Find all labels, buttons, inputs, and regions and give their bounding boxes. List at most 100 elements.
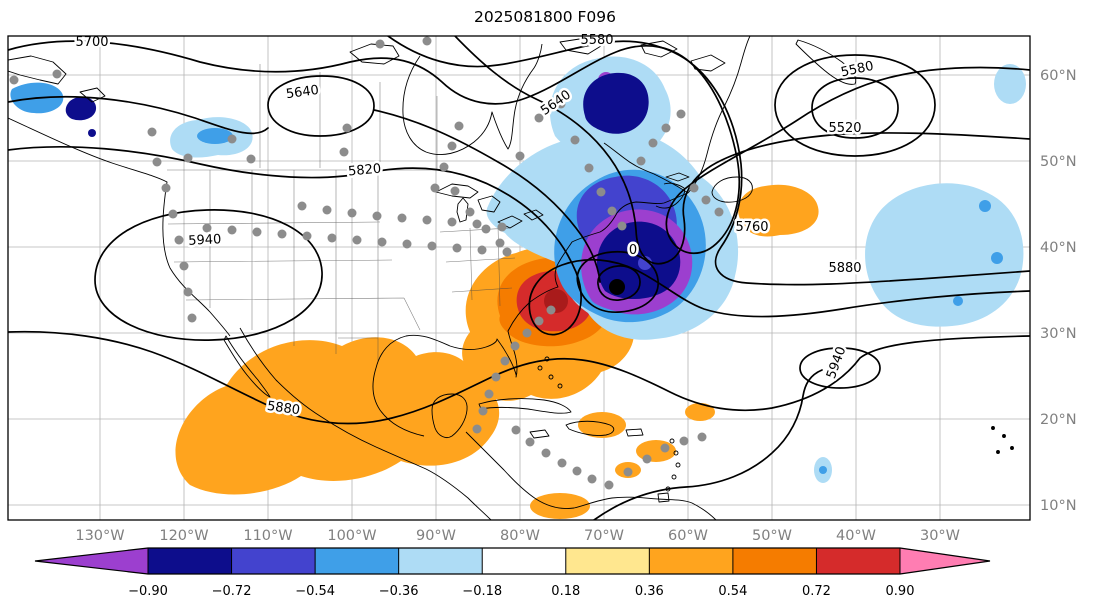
lat-tick-label: 50°N [1040, 154, 1077, 170]
contour-label: 5880 [828, 261, 861, 276]
track-point [701, 195, 711, 205]
track-point [397, 213, 407, 223]
track-point [596, 187, 606, 197]
island-speck-c [1010, 446, 1014, 450]
lat-tick-label: 60°N [1040, 68, 1077, 84]
track-point [339, 147, 349, 157]
plot-frame [7, 35, 1031, 521]
track-point [430, 183, 440, 193]
height-contour [454, 36, 1030, 265]
track-point [481, 224, 491, 234]
track-point [714, 207, 724, 217]
track-point [422, 215, 432, 225]
anomaly-fill-orange-yucatan [421, 390, 493, 453]
coastline-antilles-d [671, 474, 677, 480]
track-point [534, 316, 544, 326]
anomaly-fill-nw-corner-navy [65, 96, 97, 121]
coastline-alaska-a [8, 55, 67, 85]
height-contour [593, 369, 823, 520]
track-point [452, 243, 462, 253]
track-point [377, 237, 387, 247]
track-point [617, 221, 627, 231]
height-contour [387, 36, 1030, 286]
track-point [352, 235, 362, 245]
track-point [450, 186, 460, 196]
track-point [604, 480, 614, 490]
track-point [422, 36, 432, 46]
contour-label: 5760 [735, 220, 768, 235]
contour-label: 5940 [824, 345, 849, 381]
track-point [302, 231, 312, 241]
track-point [661, 123, 671, 133]
track-point [183, 153, 193, 163]
track-point [648, 138, 658, 148]
track-point [227, 225, 237, 235]
track-point [454, 121, 464, 131]
track-point [584, 163, 594, 173]
track-point [607, 206, 617, 216]
track-point [541, 448, 551, 458]
height-contour [774, 54, 936, 157]
colorbar-segment [816, 548, 901, 574]
coastline-yucatan [431, 393, 468, 439]
height-contour [576, 250, 659, 313]
track-point [161, 183, 171, 193]
colorbar-tick-label: −0.18 [462, 584, 502, 599]
coastline-arctic-island-c [640, 40, 678, 58]
height-contour [8, 95, 269, 135]
colorbar-outline [34, 547, 991, 575]
border-line [167, 64, 516, 362]
contour-label: 5940 [188, 232, 222, 249]
track-point [572, 466, 582, 476]
anomaly-fill-blue-small-south-core [819, 466, 827, 474]
height-contour [8, 330, 1030, 425]
height-contour [597, 265, 641, 301]
track-point [497, 222, 507, 232]
track-point [183, 287, 193, 297]
track-point [534, 113, 544, 123]
track-point [152, 157, 162, 167]
political-borders-layer [167, 64, 516, 362]
track-point [246, 154, 256, 164]
track-point [439, 162, 449, 172]
track-point [147, 127, 157, 137]
coastline-labrador [687, 36, 751, 194]
track-point [491, 372, 501, 382]
track-point [447, 217, 457, 227]
anomaly-fill-orange-mexico [175, 337, 500, 495]
track-point [327, 233, 337, 243]
track-point [342, 123, 352, 133]
colorbar-tick-label: −0.72 [212, 584, 252, 599]
colorbar-tick-label: 0.18 [551, 584, 580, 599]
colorbar-segment [482, 548, 567, 574]
track-point [372, 211, 382, 221]
coastline-bahamas-a [537, 365, 543, 371]
height-contour [8, 145, 1030, 336]
track-point [472, 219, 482, 229]
track-point [689, 183, 699, 193]
coastline-trinidad [657, 492, 670, 503]
anomaly-fill-right-light [865, 183, 1024, 327]
coastline-cuba [478, 398, 572, 414]
height-contour [799, 347, 881, 389]
track-point [472, 424, 482, 434]
lon-tick-label: 120°W [159, 528, 208, 544]
height-contour-layer [8, 36, 1030, 520]
coastline-arctic-island-a [349, 43, 400, 65]
coastline-hudson-bay [402, 43, 543, 155]
track-dots-layer [9, 36, 724, 490]
lat-tick-label: 10°N [1040, 498, 1077, 514]
track-point [179, 261, 189, 271]
track-point [52, 69, 62, 79]
lon-tick-label: 100°W [327, 528, 376, 544]
anomaly-fill-orange-panama [530, 493, 590, 519]
coastline-gulf-east-us [375, 192, 689, 378]
anomaly-fill-nw-corner-navy-dot [88, 129, 96, 137]
colorbar-tick-label: −0.54 [295, 584, 335, 599]
anomaly-fill-top-navy [583, 72, 649, 134]
coastline-bahamas-b [548, 374, 554, 380]
track-point [556, 99, 566, 109]
coastline-arctic-island-d [690, 54, 726, 72]
track-point [636, 156, 646, 166]
